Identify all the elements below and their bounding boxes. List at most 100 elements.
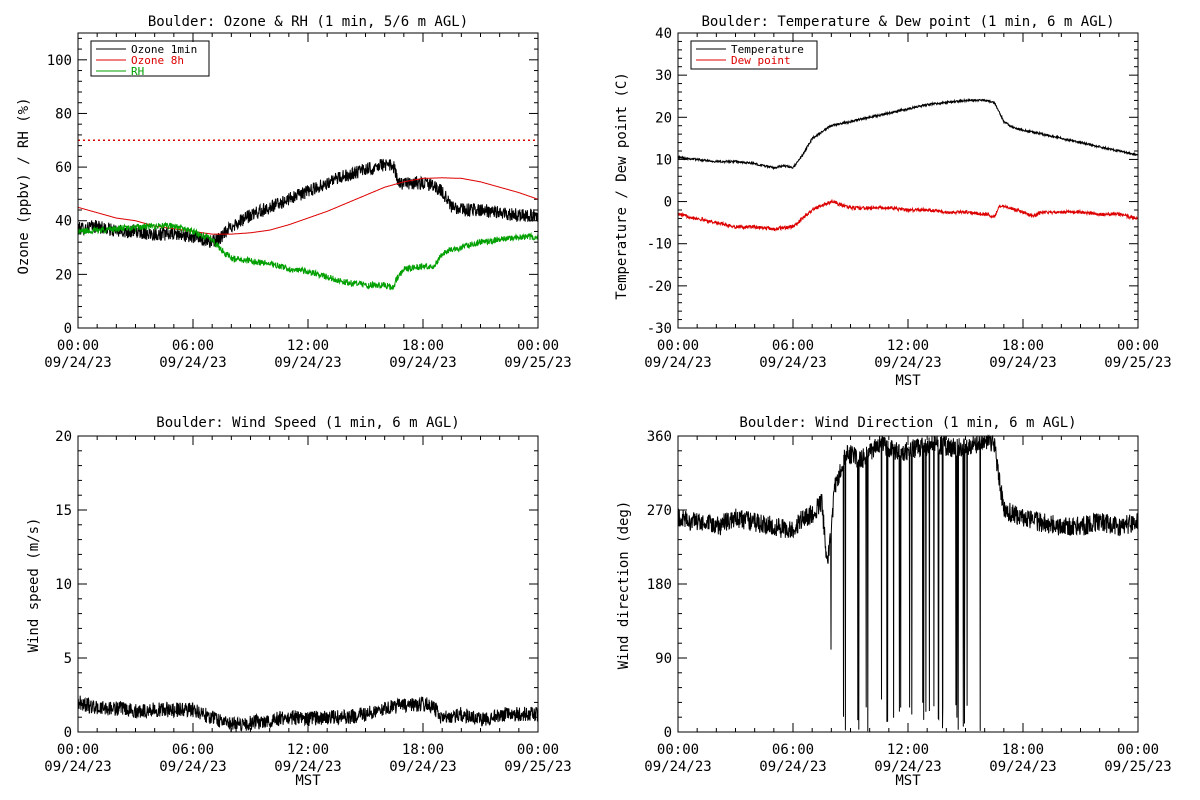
x-tick-label-time: 00:00 [57,742,99,758]
x-tick-label-time: 06:00 [772,338,814,354]
y-tick-label: 0 [64,321,72,337]
legend: Ozone 1min Ozone 8h RH [90,40,210,78]
x-tick-label-date: 09/24/23 [389,355,456,371]
y-tick-label: 5 [64,651,72,667]
ozone-rh-panel: Boulder: Ozone & RH (1 min, 5/6 m AGL) O… [16,14,572,371]
legend-label: Ozone 8h [131,54,184,67]
x-tick-label-date: 09/24/23 [644,759,711,775]
x-tick-label-time: 18:00 [402,338,444,354]
x-tick-label-date: 09/25/23 [1104,759,1171,775]
axis-ticks: 09018027036000:0009/24/2306:0009/24/2312… [644,429,1171,775]
x-tick-label-date: 09/25/23 [504,355,571,371]
y-tick-label: 10 [55,577,72,593]
y-tick-label: -10 [647,237,672,253]
y-tick-label: 0 [64,725,72,741]
y-tick-label: 20 [655,110,672,126]
y-tick-label: -20 [647,279,672,295]
panel-title: Boulder: Wind Direction (1 min, 6 m AGL) [739,415,1076,431]
x-tick-label-date: 09/24/23 [874,355,941,371]
x-tick-label-date: 09/24/23 [44,759,111,775]
legend: Temperature Dew point [690,40,818,70]
plot-frame [677,32,1139,329]
x-tick-label-time: 18:00 [402,742,444,758]
y-axis-label: Wind speed (m/s) [26,518,42,653]
plot-frame [77,435,539,733]
y-tick-label: 0 [664,725,672,741]
legend-label: Ozone 1min [131,43,197,56]
x-axis-label: MST [895,773,921,789]
y-tick-label: 270 [647,503,672,519]
x-tick-label-date: 09/24/23 [644,355,711,371]
x-tick-label-date: 09/25/23 [1104,355,1171,371]
x-tick-label-time: 06:00 [772,742,814,758]
series-lines [77,695,539,733]
x-tick-label-time: 18:00 [1002,338,1044,354]
x-tick-label-time: 12:00 [287,742,329,758]
panel-title: Boulder: Wind Speed (1 min, 6 m AGL) [156,415,459,431]
series-line [77,177,539,235]
y-tick-label: 80 [55,106,72,122]
y-tick-label: 20 [55,267,72,283]
series-line [77,158,539,248]
y-tick-label: 90 [655,651,672,667]
y-tick-label: 180 [647,577,672,593]
panel-title: Boulder: Temperature & Dew point (1 min,… [701,14,1114,30]
x-tick-label-time: 12:00 [887,742,929,758]
x-tick-label-date: 09/25/23 [504,759,571,775]
x-tick-label-date: 09/24/23 [274,355,341,371]
x-tick-label-time: 00:00 [517,338,559,354]
series-lines [677,97,1139,232]
x-axis-label: MST [895,373,921,389]
x-tick-label-date: 09/24/23 [159,355,226,371]
y-axis-label: Ozone (ppbv) / RH (%) [16,97,32,274]
x-tick-label-date: 09/24/23 [759,759,826,775]
plot-frame [677,435,1139,733]
x-tick-label-time: 00:00 [657,742,699,758]
x-tick-label-date: 09/24/23 [989,355,1056,371]
legend-label: RH [131,65,144,78]
x-tick-label-date: 09/24/23 [274,759,341,775]
panel-title: Boulder: Ozone & RH (1 min, 5/6 m AGL) [148,14,468,30]
y-tick-label: 60 [55,160,72,176]
x-tick-label-time: 00:00 [657,338,699,354]
legend-label: Dew point [731,54,791,67]
y-tick-label: 40 [655,26,672,42]
x-tick-label-time: 12:00 [887,338,929,354]
x-tick-label-time: 06:00 [172,338,214,354]
x-tick-label-time: 12:00 [287,338,329,354]
y-tick-label: 0 [664,195,672,211]
y-tick-label: -30 [647,321,672,337]
x-tick-label-time: 00:00 [1117,742,1159,758]
x-tick-label-time: 00:00 [1117,338,1159,354]
y-tick-label: 40 [55,214,72,230]
axis-ticks: 0510152000:0009/24/2306:0009/24/2312:000… [44,429,571,775]
x-tick-label-date: 09/24/23 [759,355,826,371]
y-tick-label: 100 [47,53,72,69]
x-tick-label-date: 09/24/23 [989,759,1056,775]
y-axis-label: Temperature / Dew point (C) [614,72,630,300]
series-line [677,97,1139,171]
plot-frame [77,32,539,329]
temperature-dewpoint-panel: Boulder: Temperature & Dew point (1 min,… [614,14,1172,389]
wind-speed-panel: Boulder: Wind Speed (1 min, 6 m AGL) Win… [26,415,572,789]
x-tick-label-time: 00:00 [517,742,559,758]
y-tick-label: 20 [55,429,72,445]
series-lines [677,434,1139,732]
y-tick-label: 360 [647,429,672,445]
y-tick-label: 10 [655,152,672,168]
series-line [77,695,539,733]
wind-direction-panel: Boulder: Wind Direction (1 min, 6 m AGL)… [616,415,1172,789]
axis-ticks: 02040608010000:0009/24/2306:0009/24/2312… [44,33,572,371]
y-tick-label: 15 [55,503,72,519]
x-tick-label-date: 09/24/23 [44,355,111,371]
axis-ticks: -30-20-1001020304000:0009/24/2306:0009/2… [644,26,1171,371]
series-line [677,434,1139,732]
legend-box [690,40,818,70]
x-tick-label-date: 09/24/23 [159,759,226,775]
x-tick-label-time: 18:00 [1002,742,1044,758]
legend-box [90,40,210,77]
x-tick-label-date: 09/24/23 [389,759,456,775]
x-tick-label-time: 00:00 [57,338,99,354]
legend-label: Temperature [731,43,804,56]
